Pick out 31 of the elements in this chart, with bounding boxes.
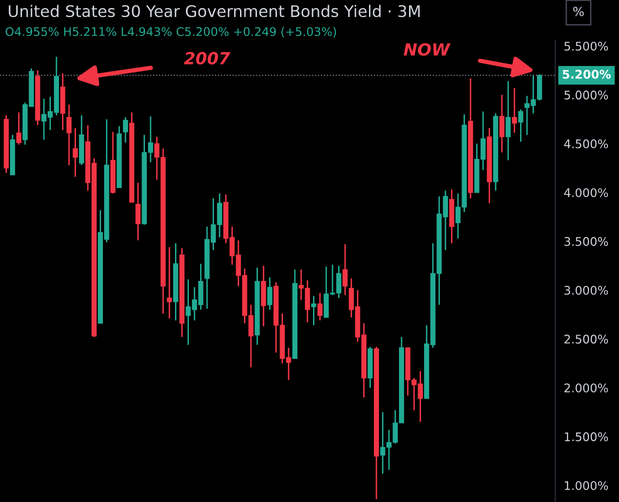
candlestick <box>311 295 316 326</box>
chart-subtitle: O4.955% H5.211% L4.943% C5.200% +0.249 (+5.03%) <box>6 26 336 38</box>
text: % <box>573 6 584 16</box>
y-tick-label: 2.000% <box>564 383 608 392</box>
candlestick <box>166 246 172 320</box>
y-tick-label: 2.500% <box>564 334 608 344</box>
annotation: 2007 <box>184 52 230 65</box>
candlestick <box>267 276 272 310</box>
y-tick-label: 5.000% <box>564 90 608 100</box>
candlestick <box>512 87 518 134</box>
ref-line-label: 5.200% <box>562 70 611 79</box>
candlestick <box>537 74 542 102</box>
candlestick <box>72 127 78 178</box>
chart-title: United States 30 Year Government Bonds Yield · 3M <box>8 4 420 18</box>
annotation: NOW <box>404 43 451 56</box>
candlestick <box>16 112 22 146</box>
candlestick <box>518 108 524 142</box>
candlestick <box>317 292 323 322</box>
candlestick <box>135 182 141 242</box>
y-tick-label: 5.500% <box>564 42 608 51</box>
candlestick <box>66 104 72 166</box>
candlestick <box>499 94 504 154</box>
y-tick-label: 4.000% <box>564 188 608 198</box>
candlestick <box>506 80 511 161</box>
y-tick-label: 3.500% <box>564 237 608 246</box>
candlestick <box>342 244 348 296</box>
y-tick-label: 4.500% <box>564 139 608 148</box>
candlestick <box>122 116 128 144</box>
y-tick-label: 1.000% <box>564 481 608 490</box>
y-tick-label: 1.500% <box>564 432 608 442</box>
y-tick-label: 3.000% <box>564 286 608 295</box>
